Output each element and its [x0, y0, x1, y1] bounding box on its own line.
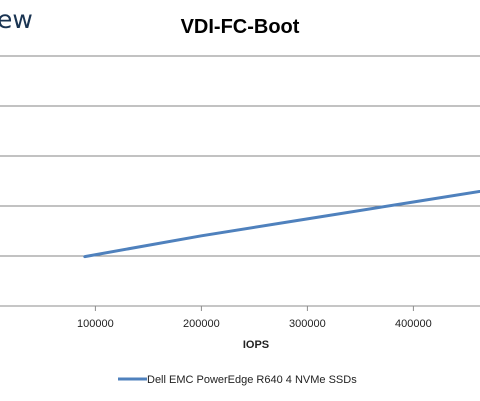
x-tick-label: 300000 [289, 318, 326, 330]
chart-title: VDI-FC-Boot [181, 16, 300, 38]
legend-label: Dell EMC PowerEdge R640 4 NVMe SSDs [147, 374, 357, 386]
x-tick-label: 400000 [395, 318, 432, 330]
gridlines [0, 55, 480, 307]
series-line [83, 189, 480, 259]
x-axis [94, 306, 414, 311]
x-axis-label: IOPS [243, 339, 269, 351]
x-tick-label: 200000 [183, 318, 220, 330]
brand-logo-fragment: ew [0, 5, 33, 34]
x-tick-label: 100000 [77, 318, 114, 330]
series-layer [83, 189, 480, 259]
x-tick-labels: 100000200000300000400000500000 [77, 318, 432, 330]
legend: Dell EMC PowerEdge R640 4 NVMe SSDs [118, 374, 357, 386]
